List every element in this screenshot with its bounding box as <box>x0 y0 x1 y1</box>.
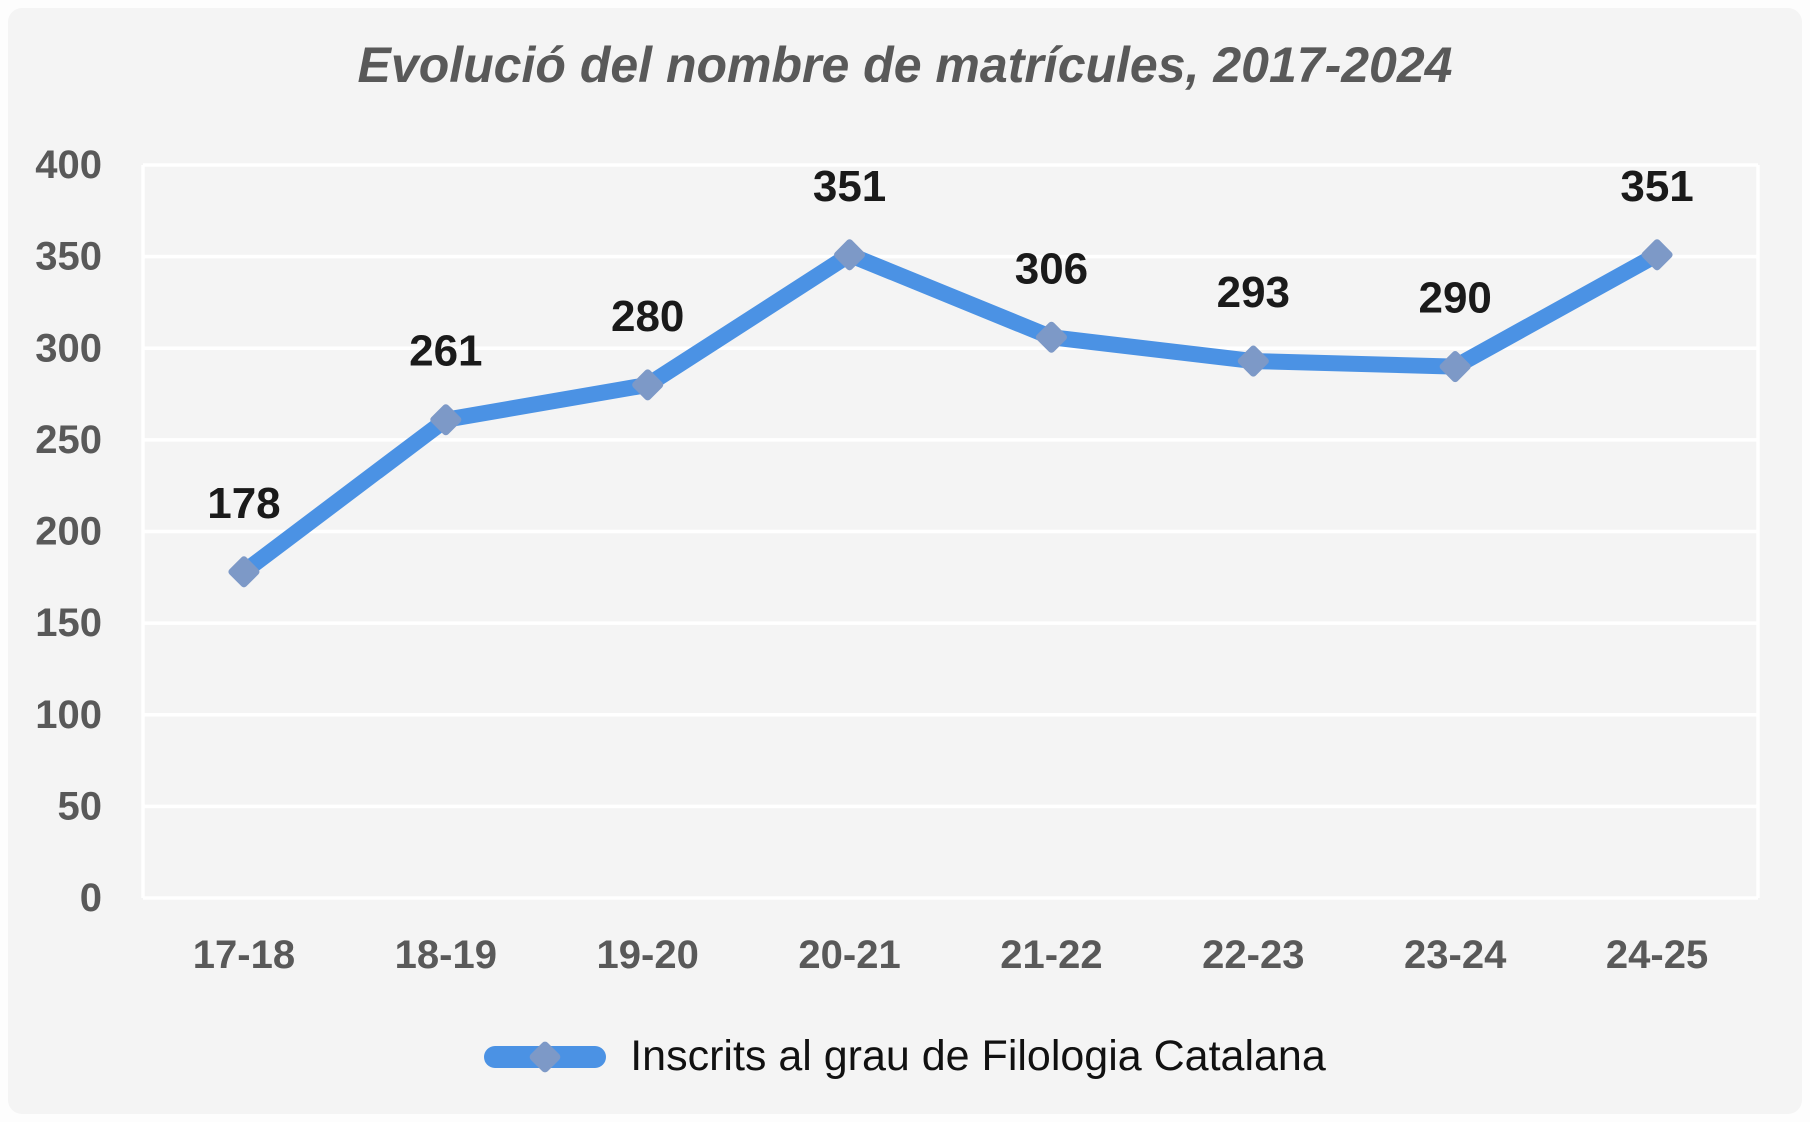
y-tick-label: 100 <box>35 693 102 737</box>
legend-diamond-marker-icon <box>528 1039 563 1074</box>
data-label: 290 <box>1418 274 1491 323</box>
y-tick-label: 300 <box>35 326 102 370</box>
data-point-marker <box>1641 239 1673 271</box>
x-tick-label: 18-19 <box>395 933 497 977</box>
x-tick-label: 21-22 <box>1000 933 1102 977</box>
x-tick-label: 17-18 <box>193 933 295 977</box>
data-label: 306 <box>1015 244 1088 293</box>
data-label: 351 <box>813 162 886 211</box>
x-tick-label: 23-24 <box>1404 933 1507 977</box>
legend-swatch <box>484 1038 607 1076</box>
data-point-marker <box>430 404 462 436</box>
y-tick-label: 350 <box>35 235 102 279</box>
legend-series-label: Inscrits al grau de Filologia Catalana <box>630 1032 1326 1080</box>
x-tick-label: 19-20 <box>597 933 699 977</box>
chart-title: Evolució del nombre de matrícules, 2017-… <box>357 37 1453 93</box>
data-label: 351 <box>1620 162 1693 211</box>
data-line <box>235 246 1666 580</box>
data-point-marker <box>1237 345 1269 377</box>
data-label: 261 <box>409 327 482 376</box>
data-point-marker <box>1035 321 1067 353</box>
y-tick-label: 50 <box>58 784 103 828</box>
y-tick-label: 200 <box>35 510 102 554</box>
y-tick-label: 150 <box>35 601 102 645</box>
chart-legend: Inscrits al grau de Filologia Catalana <box>0 1032 1810 1081</box>
x-tick-label: 20-21 <box>798 933 900 977</box>
data-label: 178 <box>207 479 280 528</box>
data-label: 293 <box>1217 268 1290 317</box>
x-tick-label: 24-25 <box>1606 933 1708 977</box>
x-tick-label: 22-23 <box>1202 933 1304 977</box>
data-point-marker <box>228 556 260 588</box>
y-tick-label: 250 <box>35 418 102 462</box>
data-point-marker <box>834 239 866 271</box>
y-tick-label: 400 <box>35 143 102 187</box>
data-label: 280 <box>611 292 684 341</box>
y-tick-label: 0 <box>80 876 102 920</box>
chart-card-background <box>8 8 1802 1114</box>
data-point-marker <box>632 369 664 401</box>
data-point-marker <box>1439 351 1471 383</box>
